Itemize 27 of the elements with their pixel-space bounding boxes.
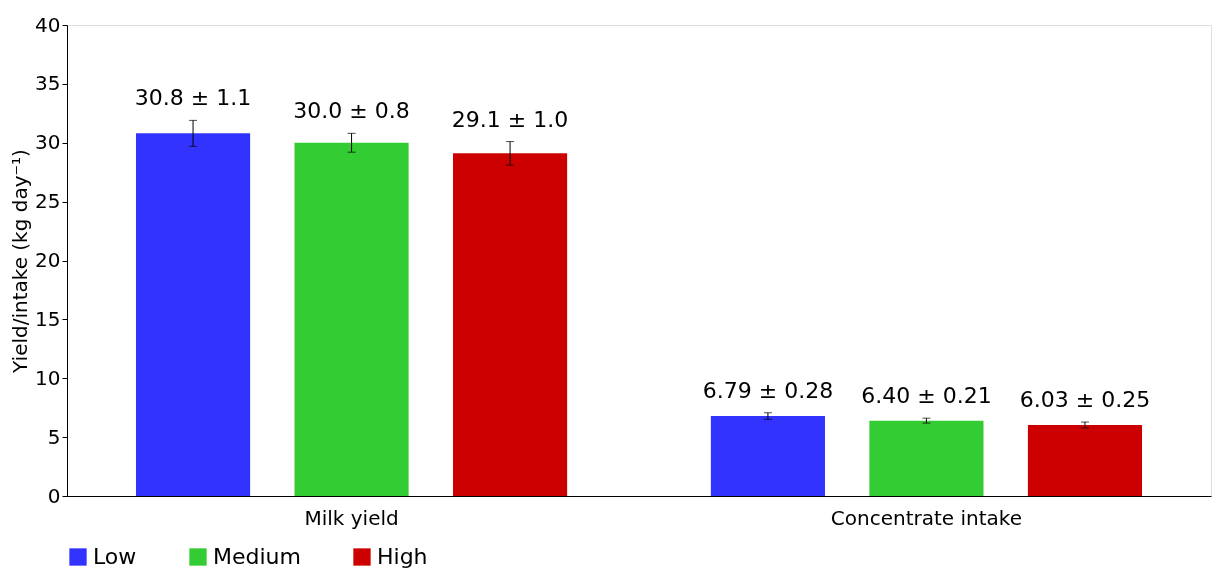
y-tick-label: 10 [35,365,61,390]
data-label: 6.40 ± 0.21 [861,383,992,409]
y-tick-label: 5 [47,424,61,449]
y-tick-label: 35 [35,71,61,96]
data-label: 30.0 ± 0.8 [293,98,410,124]
y-tick-label: 0 [47,483,61,508]
data-label: 6.03 ± 0.25 [1019,387,1151,413]
data-label: 6.79 ± 0.28 [702,377,834,403]
y-tick-label: 20 [35,248,61,272]
legend-label: Low [93,544,137,569]
y-axis-title: Yield/intake (kg day⁻¹) [8,149,33,374]
legend-label: Medium [213,544,301,569]
x-tick-label: Milk yield [304,505,399,530]
y-tick-label: 30 [35,130,61,155]
legend-label: High [377,544,428,569]
data-label: 30.8 ± 1.1 [134,85,252,111]
bar [710,416,825,496]
bar [1027,425,1143,496]
data-label: 29.1 ± 1.0 [451,106,569,132]
y-tick-label: 25 [35,189,61,214]
y-tick-label: 15 [35,306,61,331]
y-tick-label: 40 [35,12,61,37]
bar [135,133,251,496]
bar [453,153,568,496]
bar [294,142,409,496]
bar [869,420,984,496]
x-tick-label: Concentrate intake [830,505,1023,530]
